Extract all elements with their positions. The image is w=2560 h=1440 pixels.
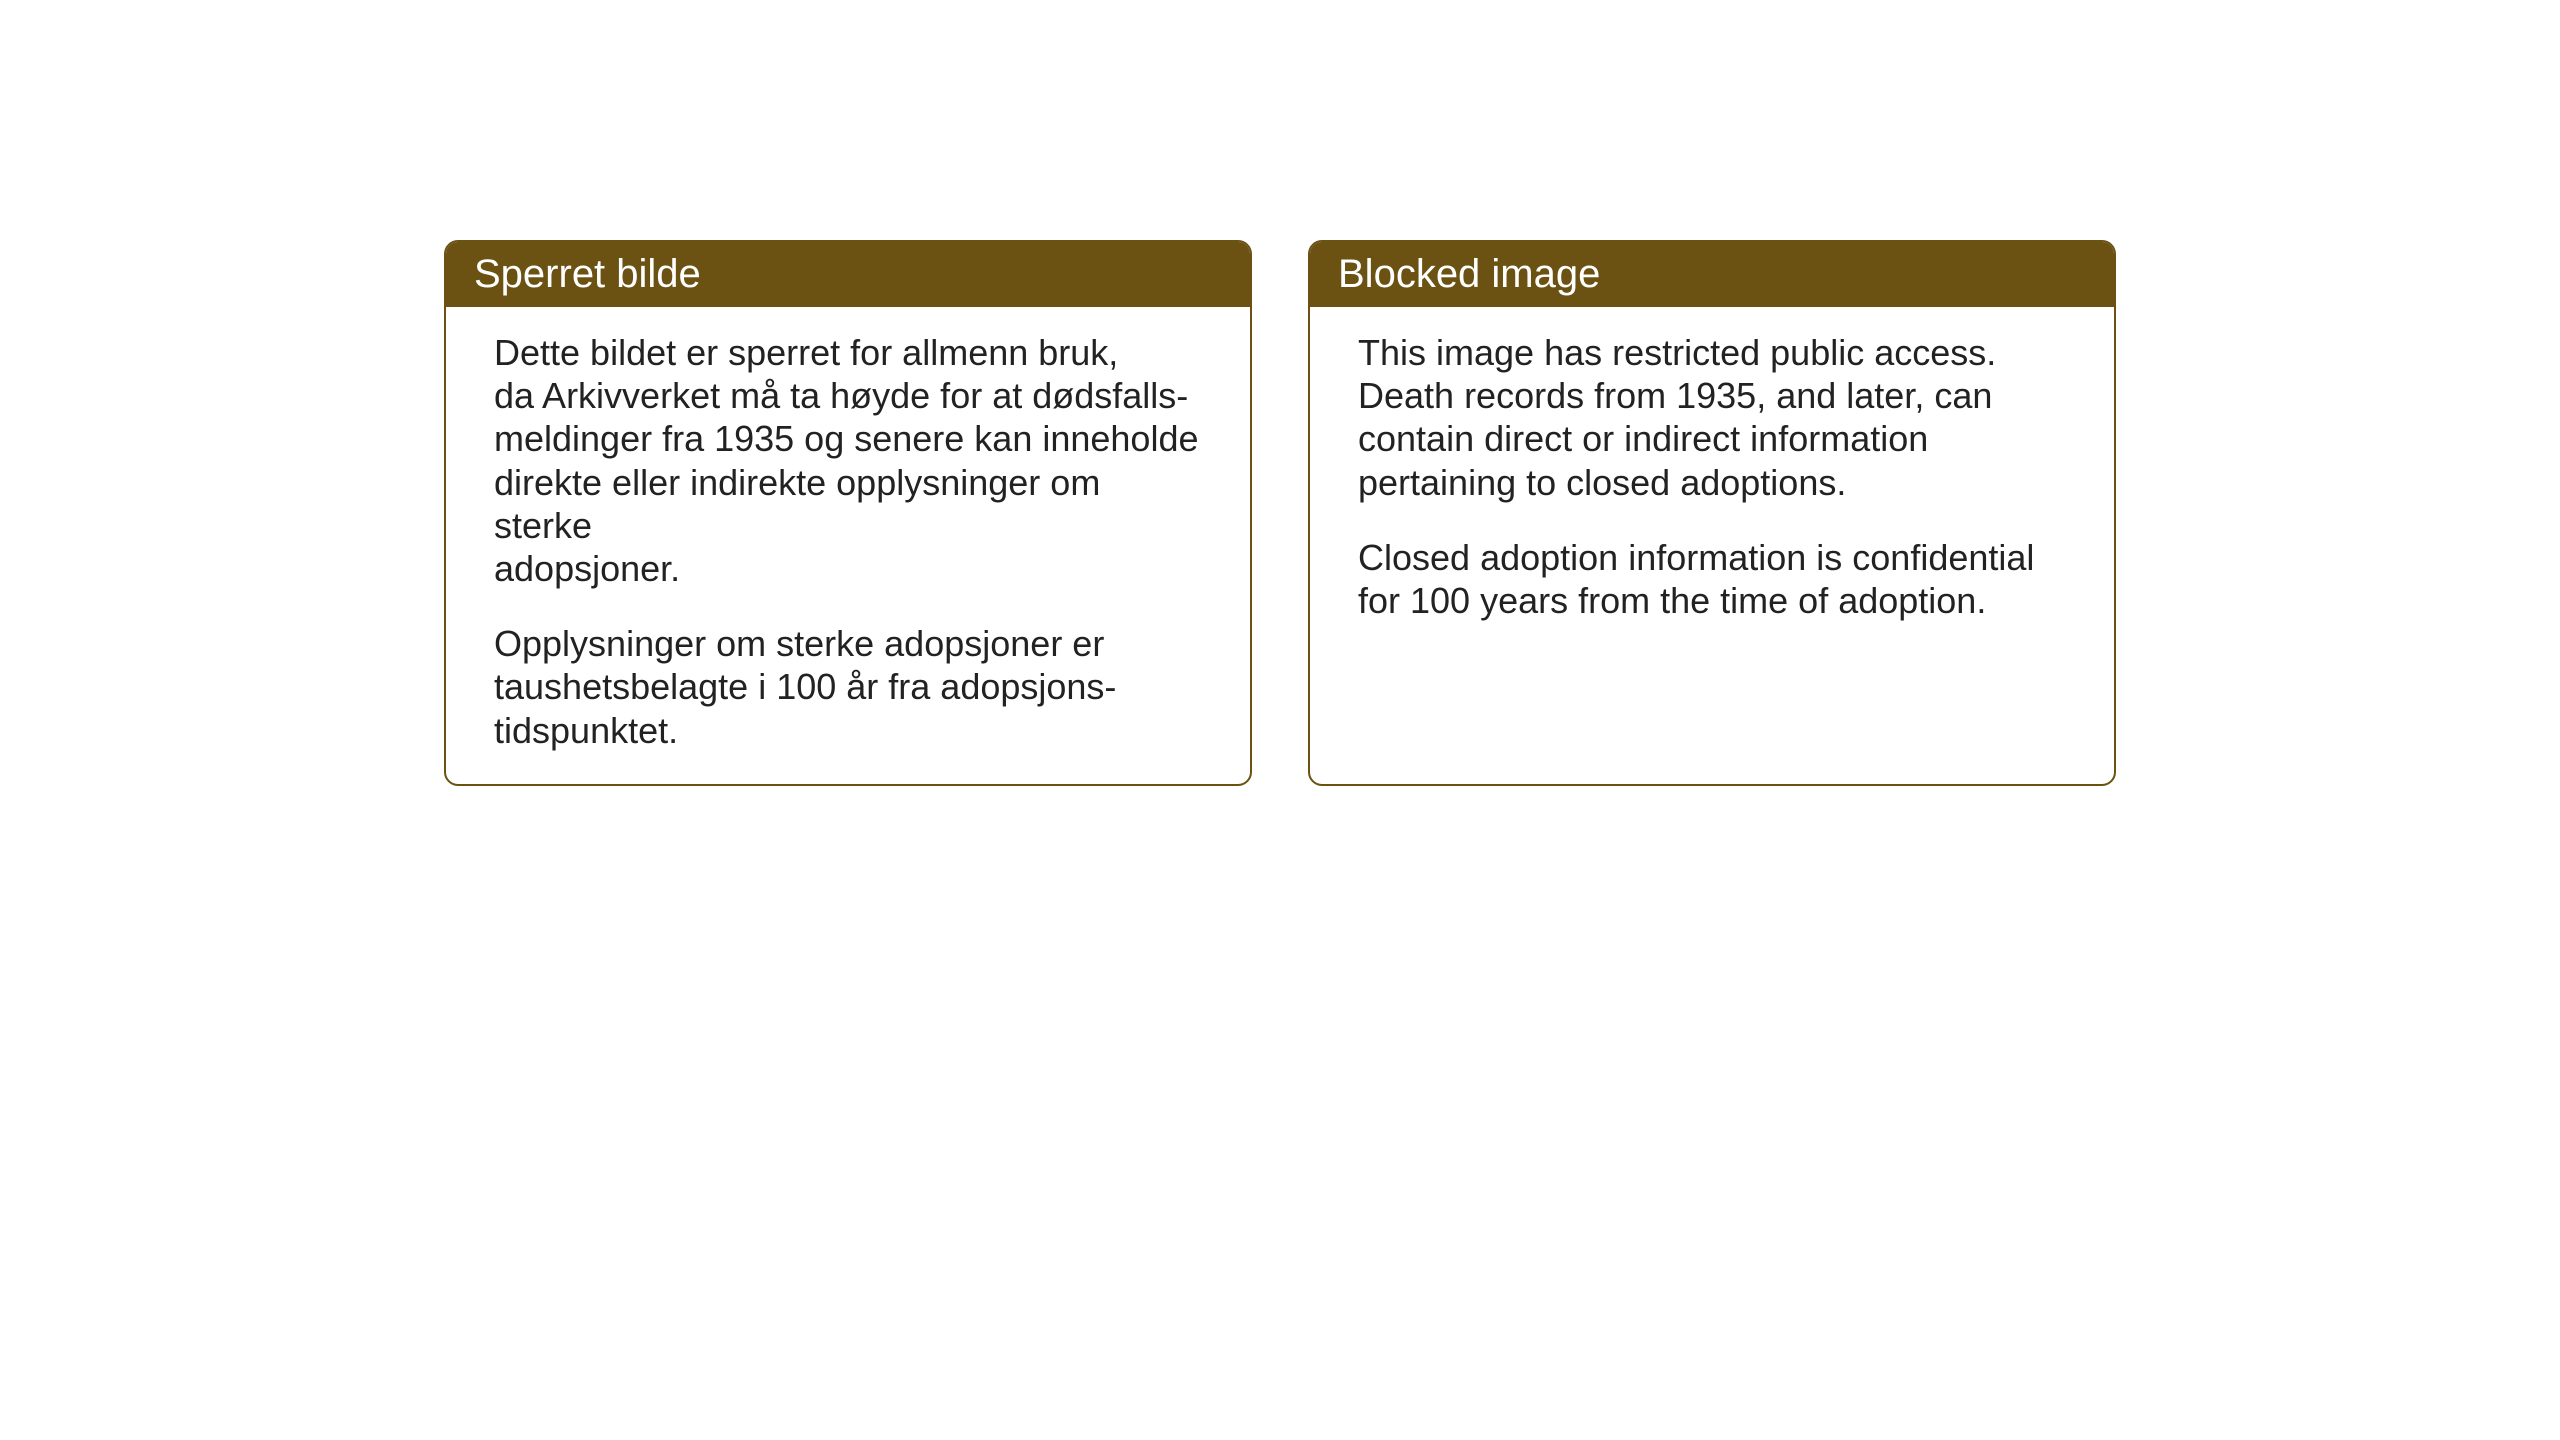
card-paragraph-1-norwegian: Dette bildet er sperret for allmenn bruk… [494, 331, 1202, 590]
card-title-english: Blocked image [1338, 252, 1600, 296]
notice-container: Sperret bilde Dette bildet er sperret fo… [444, 240, 2116, 786]
card-paragraph-2-norwegian: Opplysninger om sterke adopsjoner er tau… [494, 622, 1202, 752]
notice-card-english: Blocked image This image has restricted … [1308, 240, 2116, 786]
card-body-norwegian: Dette bildet er sperret for allmenn bruk… [446, 307, 1250, 784]
card-header-english: Blocked image [1310, 242, 2114, 307]
notice-card-norwegian: Sperret bilde Dette bildet er sperret fo… [444, 240, 1252, 786]
card-title-norwegian: Sperret bilde [474, 252, 701, 296]
card-paragraph-2-english: Closed adoption information is confident… [1358, 536, 2066, 622]
card-body-english: This image has restricted public access.… [1310, 307, 2114, 727]
card-header-norwegian: Sperret bilde [446, 242, 1250, 307]
card-paragraph-1-english: This image has restricted public access.… [1358, 331, 2066, 504]
